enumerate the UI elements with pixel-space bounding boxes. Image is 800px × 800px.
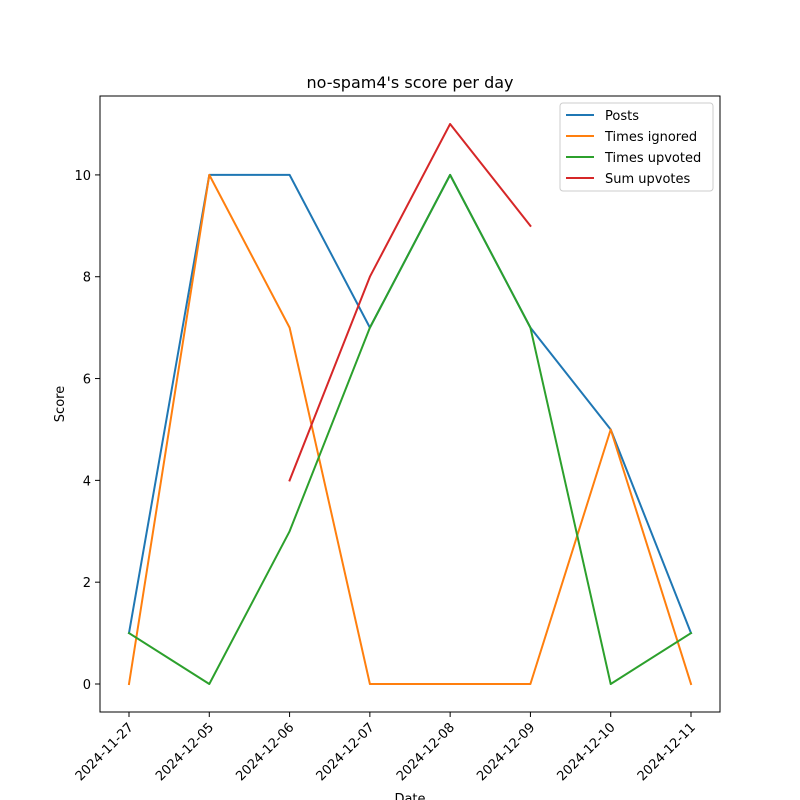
data-point <box>529 225 532 227</box>
data-point <box>288 326 291 329</box>
data-point <box>529 326 532 329</box>
data-point <box>369 275 371 278</box>
chart-title: no-spam4's score per day <box>306 73 513 92</box>
series-line <box>288 123 532 482</box>
data-point <box>369 683 371 685</box>
data-point <box>529 683 532 685</box>
data-point <box>208 683 211 685</box>
data-point <box>288 479 291 482</box>
y-tick-label: 0 <box>83 678 91 693</box>
legend: Posts Times ignored Times upvoted Sum upvot… <box>559 102 714 192</box>
y-tick-label: 8 <box>83 271 91 286</box>
data-point <box>449 174 451 176</box>
series-line <box>127 173 693 685</box>
y-tick-label: 6 <box>83 373 91 388</box>
data-point <box>128 632 130 634</box>
legend-label: Posts <box>605 109 639 124</box>
y-axis: 0 2 4 6 8 10 <box>74 169 100 693</box>
data-point <box>449 683 451 685</box>
plot-frame <box>99 95 721 713</box>
data-point <box>288 530 291 533</box>
y-axis-label: Score <box>53 386 68 422</box>
data-point <box>609 428 612 431</box>
data-point <box>609 683 612 685</box>
series-line <box>127 173 693 686</box>
y-tick-label: 4 <box>83 474 91 489</box>
legend-label: Times ignored <box>604 130 697 145</box>
data-point <box>128 683 130 685</box>
data-point <box>690 632 692 634</box>
series-layer <box>127 123 693 686</box>
y-tick-label: 10 <box>74 169 91 184</box>
data-point <box>369 326 371 329</box>
legend-label: Times upvoted <box>604 151 701 166</box>
data-point <box>288 174 291 176</box>
data-point <box>449 123 451 125</box>
series-times-ignored <box>127 173 693 686</box>
y-tick-label: 2 <box>83 576 91 591</box>
data-point <box>208 174 211 176</box>
x-axis-label: Date <box>394 792 425 800</box>
legend-box <box>559 102 714 192</box>
legend-label: Sum upvotes <box>605 172 691 187</box>
data-point <box>690 683 692 685</box>
series-sum-upvotes <box>288 123 532 482</box>
legend-items: Posts Times ignored Times upvoted Sum upvot… <box>566 109 701 187</box>
series-times-upvoted <box>127 173 693 685</box>
